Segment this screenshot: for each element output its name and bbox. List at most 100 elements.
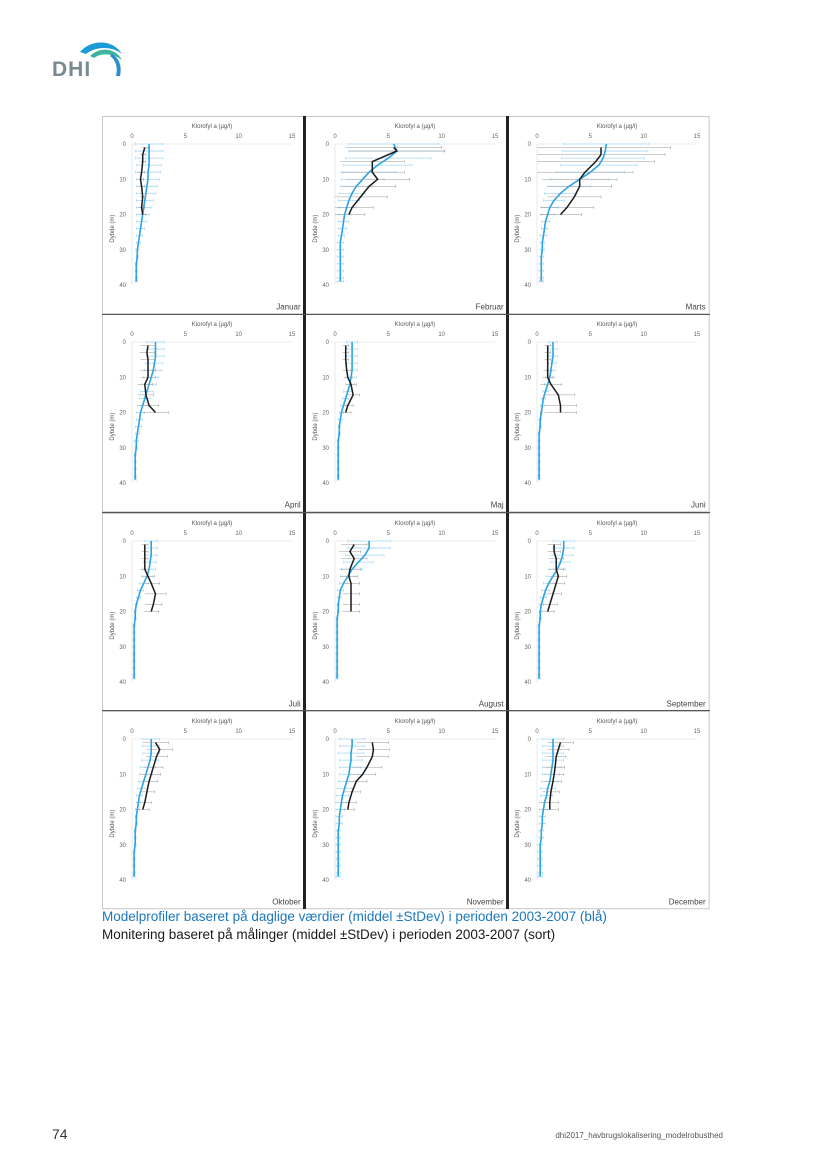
y-tick-label: 30: [119, 248, 126, 254]
x-tick-label: 5: [589, 134, 593, 140]
profile-chart-juli: Klorofyl a (µg/l) 0 5 10 15 0 10 20 30 40 Dybde (m…: [102, 512, 305, 711]
x-tick-label: 0: [536, 134, 540, 140]
month-label: September: [667, 699, 706, 708]
panel-separator-horizontal: [102, 512, 710, 513]
x-axis-label: Klorofyl a (µg/l): [192, 124, 232, 130]
y-tick-label: 0: [325, 737, 329, 743]
y-axis-label: Dybde (m): [110, 413, 116, 441]
panel-frame: [507, 116, 710, 315]
y-tick-label: 0: [123, 539, 127, 545]
observation-profile-line: [141, 741, 161, 810]
x-tick-label: 5: [589, 729, 593, 735]
month-label: August: [478, 699, 504, 708]
x-tick-label: 15: [289, 729, 296, 735]
x-tick-label: 15: [694, 134, 701, 140]
y-tick-label: 10: [525, 574, 532, 580]
panel-frame: [507, 710, 710, 909]
y-tick-label: 20: [119, 807, 126, 813]
y-tick-label: 0: [528, 539, 532, 545]
x-tick-label: 15: [289, 332, 296, 338]
model-profile-line: [337, 738, 353, 877]
y-tick-label: 40: [119, 680, 126, 686]
observation-profile-line: [144, 345, 157, 414]
x-tick-label: 5: [386, 332, 390, 338]
x-tick-label: 15: [491, 729, 498, 735]
panel-frame: [102, 116, 305, 315]
x-tick-label: 15: [694, 729, 701, 735]
month-label: Marts: [686, 302, 706, 311]
y-tick-label: 40: [119, 481, 126, 487]
y-tick-label: 20: [525, 411, 532, 417]
x-tick-label: 10: [438, 531, 445, 537]
document-reference: dhi2017_havbrugslokalisering_modelrobust…: [555, 1131, 723, 1140]
x-tick-label: 0: [536, 531, 540, 537]
panel-frame: [507, 314, 710, 513]
month-label: November: [466, 897, 503, 906]
x-tick-label: 5: [386, 729, 390, 735]
y-tick-label: 30: [322, 644, 329, 650]
profile-chart-juni: Klorofyl a (µg/l) 0 5 10 15 0 10 20 30 40 Dybde (m…: [507, 314, 710, 513]
x-axis-label: Klorofyl a (µg/l): [394, 521, 434, 527]
y-tick-label: 30: [119, 446, 126, 452]
y-tick-label: 40: [119, 283, 126, 289]
y-tick-label: 0: [528, 142, 532, 148]
observation-profile-line: [346, 742, 374, 810]
y-tick-label: 0: [123, 142, 127, 148]
y-tick-label: 20: [322, 411, 329, 417]
panel-separator-horizontal: [102, 313, 710, 315]
x-tick-label: 0: [130, 332, 134, 338]
observation-profile-line: [560, 147, 603, 216]
y-axis-label: Dybde (m): [110, 215, 116, 243]
x-tick-label: 10: [235, 134, 242, 140]
month-label: April: [285, 501, 301, 510]
y-tick-label: 10: [119, 772, 126, 778]
logo-wave-icon: [80, 42, 122, 54]
x-axis-label: Klorofyl a (µg/l): [394, 719, 434, 725]
model-profile-line: [538, 342, 555, 480]
caption-observations: Monitering baseret på målinger (middel ±…: [102, 927, 556, 942]
x-tick-label: 0: [536, 729, 540, 735]
y-tick-label: 30: [322, 446, 329, 452]
y-axis-label: Dybde (m): [313, 809, 319, 837]
x-tick-label: 0: [130, 729, 134, 735]
x-tick-label: 10: [235, 332, 242, 338]
y-tick-label: 0: [325, 539, 329, 545]
y-tick-label: 20: [322, 807, 329, 813]
x-tick-label: 10: [438, 134, 445, 140]
profile-chart-november: Klorofyl a (µg/l) 0 5 10 15 0 10 20 30 40 Dybde (m…: [304, 710, 508, 909]
y-tick-label: 10: [525, 772, 532, 778]
x-tick-label: 0: [333, 729, 337, 735]
x-tick-label: 5: [589, 531, 593, 537]
x-tick-label: 15: [694, 531, 701, 537]
y-tick-label: 10: [119, 177, 126, 183]
x-axis-label: Klorofyl a (µg/l): [394, 322, 434, 328]
month-label: Februar: [475, 302, 503, 311]
y-tick-label: 20: [322, 609, 329, 615]
y-tick-label: 40: [322, 878, 329, 884]
y-tick-label: 0: [123, 737, 127, 743]
x-tick-label: 15: [491, 134, 498, 140]
x-tick-label: 15: [289, 134, 296, 140]
x-tick-label: 5: [386, 134, 390, 140]
y-tick-label: 0: [325, 142, 329, 148]
y-tick-label: 30: [322, 843, 329, 849]
x-axis-label: Klorofyl a (µg/l): [597, 719, 637, 725]
y-tick-label: 0: [528, 340, 532, 346]
x-axis-label: Klorofyl a (µg/l): [192, 719, 232, 725]
profile-chart-marts: Klorofyl a (µg/l) 0 5 10 15 0 10 20 30 40 Dybde (m…: [507, 116, 710, 315]
observation-profile-line: [549, 742, 562, 810]
y-tick-label: 0: [123, 340, 127, 346]
y-tick-label: 10: [322, 772, 329, 778]
x-tick-label: 5: [184, 531, 188, 537]
month-label: Juni: [691, 501, 706, 510]
x-axis-label: Klorofyl a (µg/l): [192, 521, 232, 527]
x-tick-label: 0: [130, 531, 134, 537]
y-tick-label: 30: [525, 446, 532, 452]
y-tick-label: 20: [119, 609, 126, 615]
x-tick-label: 0: [130, 134, 134, 140]
x-tick-label: 5: [589, 332, 593, 338]
x-axis-label: Klorofyl a (µg/l): [192, 322, 232, 328]
caption-model: Modelprofiler baseret på daglige værdier…: [102, 909, 607, 924]
y-tick-label: 40: [525, 680, 532, 686]
y-tick-label: 40: [322, 481, 329, 487]
